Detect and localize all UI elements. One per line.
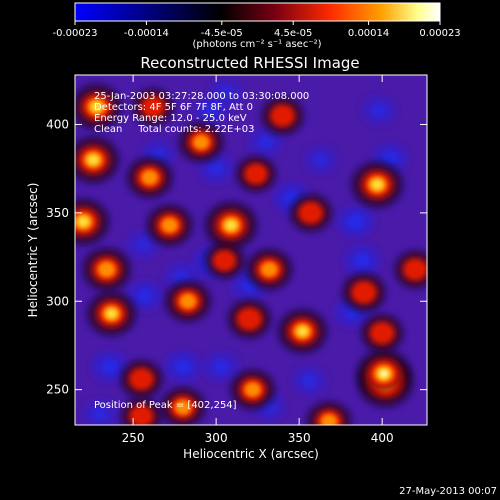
peak-position-label: Position of Peak = [402,254] — [94, 400, 237, 411]
flux-maximum — [252, 254, 286, 285]
flux-minimum — [203, 351, 239, 382]
flux-maximum — [366, 319, 398, 347]
flux-maximum — [126, 365, 157, 393]
positive-flux-layer — [75, 83, 427, 425]
heatmap-area — [75, 75, 427, 425]
x-axis-label: Heliocentric X (arcsec) — [183, 447, 319, 461]
flux-maximum — [348, 278, 380, 307]
flux-minimum — [343, 245, 381, 277]
colorbar-tick-label: -4.5e-05 — [201, 28, 243, 39]
flux-maximum — [209, 247, 239, 274]
colorbar-tick-label: 0.00014 — [348, 28, 389, 39]
y-tick-label: 300 — [46, 294, 69, 308]
flux-minimum — [126, 280, 163, 312]
flux-maximum — [312, 406, 346, 425]
flux-maximum — [166, 392, 200, 422]
flux-maximum — [153, 210, 187, 241]
flux-maximum — [75, 204, 102, 239]
flux-minimum — [248, 127, 284, 157]
info-energy-range: Energy Range: 12.0 - 25.0 keV — [94, 113, 247, 124]
flux-maximum — [284, 315, 321, 348]
info-clean-counts: Clean Total counts: 2.22E+03 — [94, 124, 254, 135]
flux-maximum — [93, 297, 130, 330]
flux-minimum — [82, 399, 118, 425]
flux-minimum — [303, 145, 338, 175]
flux-maximum — [133, 162, 167, 193]
colorbar-tick-label: -0.00023 — [53, 28, 98, 39]
flux-maximum — [185, 127, 218, 157]
x-tick-label: 350 — [288, 431, 311, 445]
colorbar-ticks: -0.00023 -0.00014 -4.5e-05 4.5e-05 0.00014 0.… — [53, 21, 461, 39]
info-time-range: 25-Jan-2003 03:27:28.000 to 03:30:08.000 — [94, 91, 309, 102]
colorbar-unit-label: (photons cm⁻² s⁻¹ asec⁻²) — [192, 39, 321, 50]
y-tick-label: 350 — [46, 206, 69, 220]
x-tick-label: 300 — [205, 431, 228, 445]
flux-minimum — [91, 351, 129, 383]
flux-maximum — [75, 143, 112, 177]
flux-minimum — [164, 351, 202, 383]
flux-maximum — [89, 253, 124, 286]
flux-maximum — [358, 167, 396, 202]
flux-maximum — [171, 286, 205, 317]
x-tick-label: 250 — [122, 431, 145, 445]
y-axis-label: Heliocentric Y (arcsec) — [26, 183, 40, 318]
y-tick-label: 400 — [46, 117, 69, 131]
flux-maximum — [78, 90, 115, 124]
colorbar-tick-label: 0.00023 — [419, 28, 460, 39]
colorbar — [74, 2, 441, 22]
flux-minimum — [209, 78, 244, 108]
flux-minimum — [291, 366, 327, 396]
info-detectors: Detectors: 4F 5F 6F 7F 8F, Att 0 — [94, 102, 253, 113]
chart-title: Reconstructed RHESSI Image — [140, 54, 359, 72]
flux-maximum — [236, 375, 269, 405]
flux-maximum — [138, 93, 168, 121]
flux-maximum — [295, 199, 327, 227]
flux-maximum — [126, 402, 157, 425]
flux-maximum — [400, 255, 427, 284]
flux-maximum — [267, 101, 298, 130]
x-tick-label: 400 — [371, 431, 394, 445]
colorbar-tick-label: -0.00014 — [124, 28, 169, 39]
date-stamp: 27-May-2013 00:07 — [399, 486, 497, 497]
axis-ticks: 250 300 350 400 250 300 350 400 — [46, 75, 427, 445]
flux-maximum — [233, 304, 266, 334]
plot-frame — [74, 74, 428, 426]
colorbar-tick-label: 4.5e-05 — [274, 28, 312, 39]
observation-info: 25-Jan-2003 03:27:28.000 to 03:30:08.000… — [94, 91, 309, 135]
flux-maximum — [212, 208, 251, 243]
flux-minimum — [361, 95, 397, 126]
y-tick-label: 250 — [46, 383, 69, 397]
flux-maximum — [241, 160, 271, 188]
flux-minimum — [337, 205, 375, 238]
flux-maximum — [364, 356, 404, 392]
